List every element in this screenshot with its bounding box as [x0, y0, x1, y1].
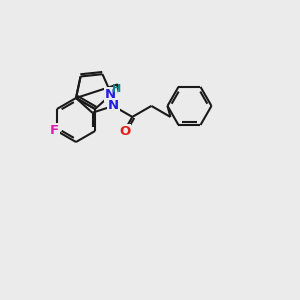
Text: N: N	[105, 88, 116, 101]
Text: O: O	[119, 125, 130, 138]
Text: F: F	[50, 124, 58, 137]
Text: N: N	[108, 99, 119, 112]
Text: H: H	[112, 84, 121, 94]
